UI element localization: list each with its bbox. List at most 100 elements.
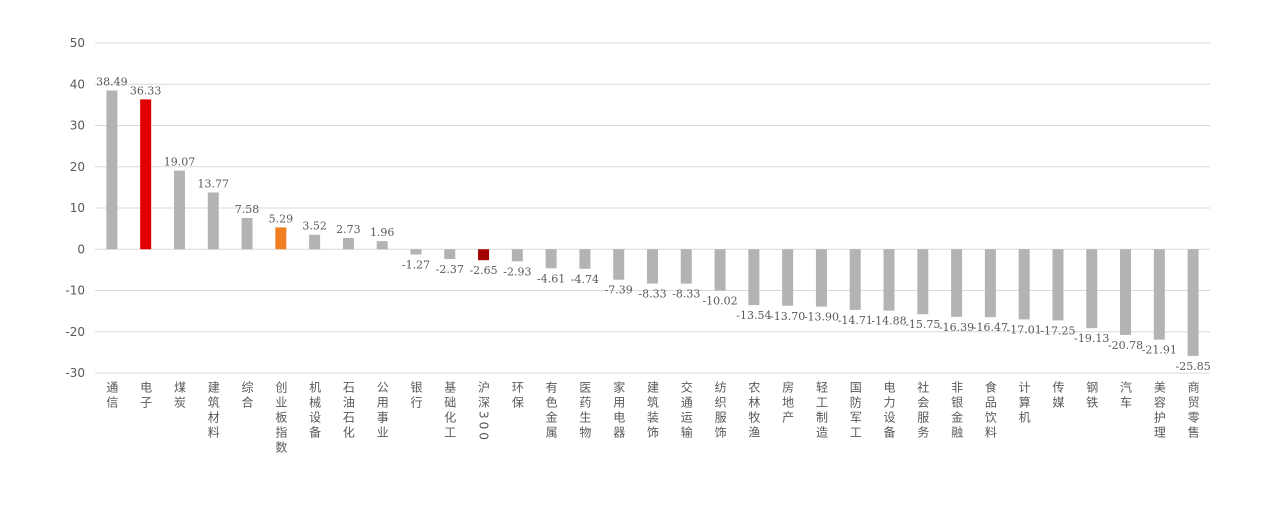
x-tick-label: 创业板指数 — [274, 381, 288, 456]
value-label: -8.33 — [672, 288, 700, 301]
value-label: -2.65 — [469, 264, 497, 277]
x-tick-label: 钢铁 — [1085, 381, 1099, 411]
x-tick-label: 商贸零售 — [1186, 380, 1200, 441]
bar — [613, 249, 625, 280]
value-label: -19.13 — [1074, 332, 1109, 345]
bar — [106, 90, 118, 250]
x-tick-label: 沪深300 — [477, 381, 491, 443]
bar — [1086, 249, 1098, 329]
value-label: -16.39 — [939, 321, 974, 334]
y-tick-label: -20 — [65, 325, 85, 339]
value-label: -20.78 — [1108, 339, 1143, 352]
bar — [241, 217, 253, 250]
bar — [579, 249, 591, 269]
bar — [849, 249, 861, 310]
value-label: 38.49 — [96, 75, 128, 88]
x-tick-label: 环保 — [510, 381, 524, 411]
bar — [647, 249, 658, 284]
value-label: 5.29 — [269, 212, 294, 225]
x-tick-label: 有色金属 — [544, 381, 558, 441]
value-label: -17.25 — [1040, 324, 1075, 337]
x-tick-label: 国防军工 — [848, 381, 862, 441]
value-label: -17.01 — [1007, 323, 1042, 336]
bar — [951, 249, 963, 317]
x-tick-label: 医药生物 — [578, 381, 592, 441]
x-tick-label: 轻工制造 — [814, 381, 828, 441]
y-tick-label: -10 — [65, 284, 85, 298]
x-tick-label: 机械设备 — [308, 381, 322, 441]
x-tick-label: 汽车 — [1119, 380, 1133, 411]
value-label: 19.07 — [164, 156, 196, 169]
y-tick-label: -30 — [65, 366, 85, 380]
x-tick-label: 电子 — [139, 381, 153, 411]
bar — [680, 249, 692, 284]
x-tick-label: 电力设备 — [882, 381, 896, 441]
value-label: -25.85 — [1175, 360, 1210, 373]
value-label: -15.75 — [905, 318, 940, 331]
x-tick-label: 银行 — [409, 381, 423, 411]
y-tick-label: 40 — [70, 77, 85, 91]
bar — [714, 249, 726, 291]
bar — [1052, 249, 1064, 321]
value-label: 2.73 — [336, 223, 361, 236]
bar — [511, 249, 523, 262]
bar — [275, 227, 287, 250]
bar — [140, 99, 152, 250]
bar — [207, 192, 219, 250]
bar — [545, 249, 557, 269]
bar — [444, 249, 456, 260]
x-tick-label: 美容护理 — [1152, 381, 1166, 441]
y-tick-label: 30 — [70, 119, 85, 133]
value-label: -13.70 — [770, 310, 805, 323]
x-tick-label: 食品饮料 — [983, 380, 997, 441]
value-label: -2.37 — [436, 263, 464, 276]
value-label: -4.74 — [571, 273, 599, 286]
value-label: 1.96 — [370, 226, 395, 239]
y-tick-label: 20 — [70, 160, 85, 174]
bar — [309, 234, 321, 250]
value-label: -4.61 — [537, 272, 565, 285]
value-label: -1.27 — [402, 258, 430, 271]
x-tick-label: 农林牧渔 — [747, 381, 761, 441]
x-tick-label: 石油石化 — [341, 381, 355, 441]
x-tick-label: 计算机 — [1017, 381, 1031, 426]
value-label: -14.88 — [871, 315, 906, 328]
value-label: -10.02 — [702, 295, 737, 308]
value-label: -21.91 — [1142, 344, 1177, 357]
bar — [342, 237, 354, 250]
x-tick-label: 综合 — [240, 381, 254, 411]
value-label: 3.52 — [302, 220, 327, 233]
x-tick-label: 通信 — [105, 381, 119, 411]
bar — [1120, 249, 1132, 335]
bar — [1018, 249, 1030, 320]
x-tick-label: 公用事业 — [375, 381, 389, 441]
bar — [883, 249, 895, 311]
bar — [917, 249, 929, 315]
value-label: 7.58 — [235, 203, 260, 216]
y-tick-label: 10 — [70, 201, 85, 215]
value-label: -8.33 — [638, 288, 666, 301]
value-label: -13.54 — [736, 309, 771, 322]
x-tick-label: 家用电器 — [612, 380, 626, 441]
x-tick-label: 非银金融 — [950, 381, 964, 441]
bar — [410, 249, 422, 255]
x-tick-label: 煤炭 — [172, 381, 186, 411]
x-tick-label: 基础化工 — [443, 381, 457, 441]
x-tick-label: 传媒 — [1051, 380, 1065, 411]
bar — [1153, 249, 1165, 340]
x-tick-label: 社会服务 — [916, 380, 930, 441]
x-tick-label: 纺织服饰 — [713, 381, 727, 441]
bar — [782, 249, 794, 306]
y-tick-label: 50 — [70, 36, 85, 50]
value-label: -2.93 — [503, 265, 531, 278]
x-tick-label: 建筑材料 — [206, 381, 220, 441]
bar — [173, 170, 185, 250]
bar — [815, 249, 827, 307]
value-label: -13.90 — [804, 311, 839, 324]
bar — [1187, 249, 1199, 356]
value-label: 36.33 — [130, 84, 162, 97]
value-label: -16.47 — [973, 321, 1008, 334]
bar — [984, 249, 996, 318]
bar — [748, 249, 760, 306]
bar — [478, 249, 490, 261]
